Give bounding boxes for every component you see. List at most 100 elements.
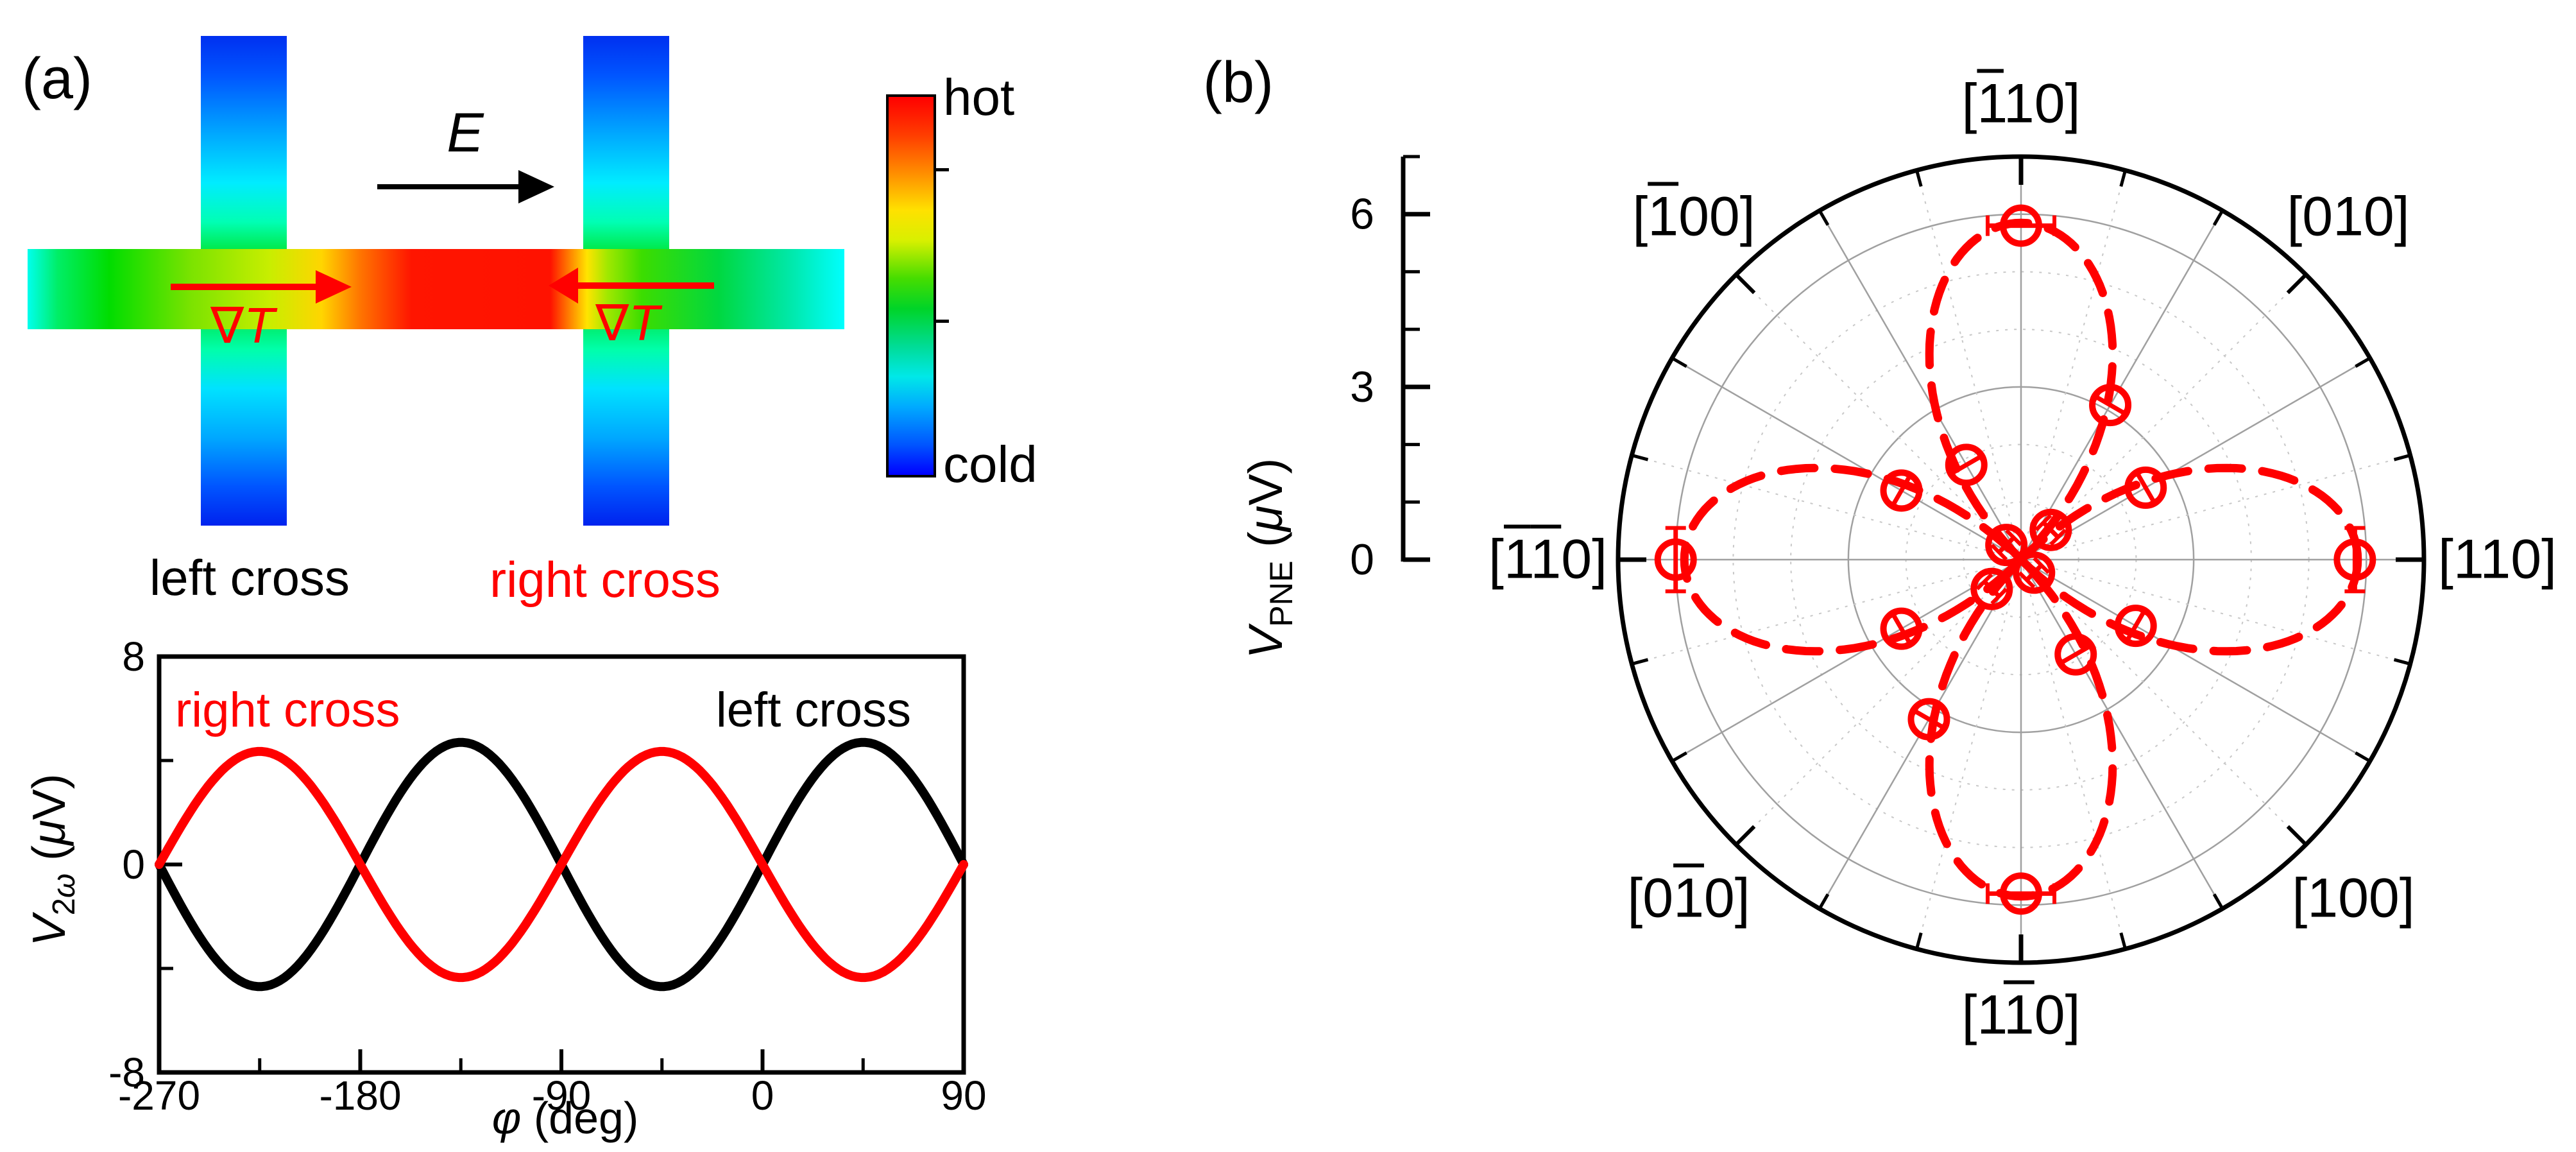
direction-label: [100]	[2292, 867, 2415, 929]
grad-t-left-arrowhead-icon	[316, 270, 352, 304]
error-bar	[1983, 580, 2001, 598]
curve-right-cross	[155, 746, 968, 983]
error-bar-cap	[2049, 528, 2067, 546]
colorbar-hot-label: hot	[943, 69, 1015, 126]
direction-label: [110]	[1488, 528, 1607, 590]
polar-angle-tick	[2355, 751, 2371, 763]
left-cross-label: left cross	[149, 549, 350, 606]
grad-t-right-arrowhead-icon	[549, 268, 578, 304]
r-scale-label: 0	[1350, 535, 1374, 584]
nabla-symbol: ∇	[595, 295, 629, 351]
grad-t-left-arrow-shaft	[171, 284, 317, 290]
y-tick-label: 8	[122, 633, 145, 680]
polar-angle-tick	[1915, 932, 1923, 950]
pne-data-point	[2029, 508, 2072, 551]
error-bar	[1913, 709, 1944, 730]
error-bar	[1891, 475, 1912, 506]
pne-data-point	[1880, 607, 1923, 650]
polar-spoke-solid	[2020, 357, 2371, 561]
polar-angle-tick	[1631, 658, 1649, 666]
e-field-label: E	[447, 102, 484, 164]
nabla-symbol: ∇	[210, 297, 244, 354]
direction-label: [110]	[2438, 528, 2557, 590]
polar-angle-tick	[2393, 454, 2411, 461]
e-field-arrow-shaft	[377, 184, 520, 189]
error-bar-cap	[1990, 544, 2008, 562]
plot-a-y-axis-label: V2ω (μV)	[23, 773, 82, 947]
polar-angle-tick	[2286, 273, 2308, 295]
colorbar-tick	[936, 320, 949, 323]
pne-data-point	[1945, 443, 1988, 486]
x-tick-label: -270	[118, 1072, 200, 1119]
data-marker-circle	[2124, 466, 2167, 509]
grad-t-right-label: ∇T	[550, 294, 704, 352]
direction-label: [010]	[1627, 867, 1750, 929]
polar-angle-tick	[1631, 454, 1649, 461]
polar-spoke-solid	[1671, 357, 2022, 561]
polar-angle-tick	[2212, 209, 2224, 226]
error-bar-cap	[2033, 556, 2051, 574]
error-bar	[2126, 610, 2146, 641]
pne-fit-curve	[1680, 218, 2362, 901]
data-marker-circle	[1985, 524, 2028, 567]
polar-spoke-dotted	[1632, 454, 2022, 560]
data-marker-circle	[2000, 204, 2042, 247]
x-tick-label: -90	[532, 1072, 592, 1119]
temperature-symbol: T	[629, 295, 660, 351]
data-marker-circle	[1907, 698, 1950, 741]
data-marker-circle	[2013, 551, 2056, 594]
polar-angle-tick	[1734, 273, 1756, 295]
data-marker-circle	[2114, 605, 2157, 648]
pne-data-point	[2054, 633, 2097, 676]
polar-spoke-dotted	[1736, 274, 2022, 560]
error-bar-cap	[2018, 571, 2036, 589]
direction-label: [110]	[1961, 984, 2081, 1046]
x-tick-label: 0	[751, 1072, 774, 1119]
polar-spoke-solid	[2020, 559, 2224, 909]
error-bar-cap	[1990, 587, 2008, 605]
direction-label: [110]	[1961, 73, 2081, 135]
panel-b-label: (b)	[1203, 51, 1274, 115]
polar-angle-tick	[1818, 893, 1830, 910]
legend-left-cross: left cross	[716, 683, 911, 737]
error-bar-cap	[2034, 513, 2052, 531]
error-bar	[2060, 644, 2091, 665]
polar-spoke-solid	[1671, 558, 2022, 762]
pne-data-point	[2013, 551, 2056, 594]
right-cross-label: right cross	[490, 551, 721, 608]
data-marker-circle	[1880, 469, 1923, 512]
polar-angle-tick	[2393, 658, 2411, 666]
error-bar	[2042, 520, 2060, 539]
error-bar	[1951, 454, 1982, 475]
polar-spoke-dotted	[2020, 559, 2307, 845]
data-marker-circle	[2000, 872, 2042, 915]
direction-label: [100]	[1632, 185, 1755, 248]
pne-data-point	[1985, 524, 2028, 567]
data-marker-circle	[2089, 384, 2132, 427]
grad-t-left-label: ∇T	[166, 297, 320, 355]
data-marker-circle	[1970, 567, 2013, 610]
polar-angle-tick	[2286, 825, 2308, 847]
pne-data-point	[1970, 567, 2013, 610]
data-marker-circle	[2054, 633, 2097, 676]
direction-label: [010]	[2287, 185, 2410, 248]
plot-a-x-axis-label: φ (deg)	[491, 1093, 639, 1143]
plot-b-y-axis-label: VPNE (μV)	[1239, 458, 1299, 659]
polar-angle-tick	[1734, 825, 1756, 847]
error-bar	[2025, 563, 2043, 582]
data-marker-circle	[1945, 443, 1988, 486]
colorbar-cold-label: cold	[943, 436, 1037, 493]
pne-data-point	[1880, 469, 1923, 512]
error-bar	[2135, 472, 2156, 503]
error-bar-cap	[1975, 572, 1993, 590]
polar-angle-tick	[2355, 356, 2371, 368]
pne-data-point	[1985, 204, 2057, 247]
device-channel-bar	[28, 249, 844, 329]
polar-angle-tick	[2119, 169, 2127, 187]
panel-a-label: (a)	[22, 47, 92, 111]
polar-spoke-solid	[1818, 210, 2022, 560]
polar-angle-tick	[2119, 932, 2127, 950]
data-marker-circle	[2029, 508, 2072, 551]
data-marker-circle	[1880, 607, 1923, 650]
